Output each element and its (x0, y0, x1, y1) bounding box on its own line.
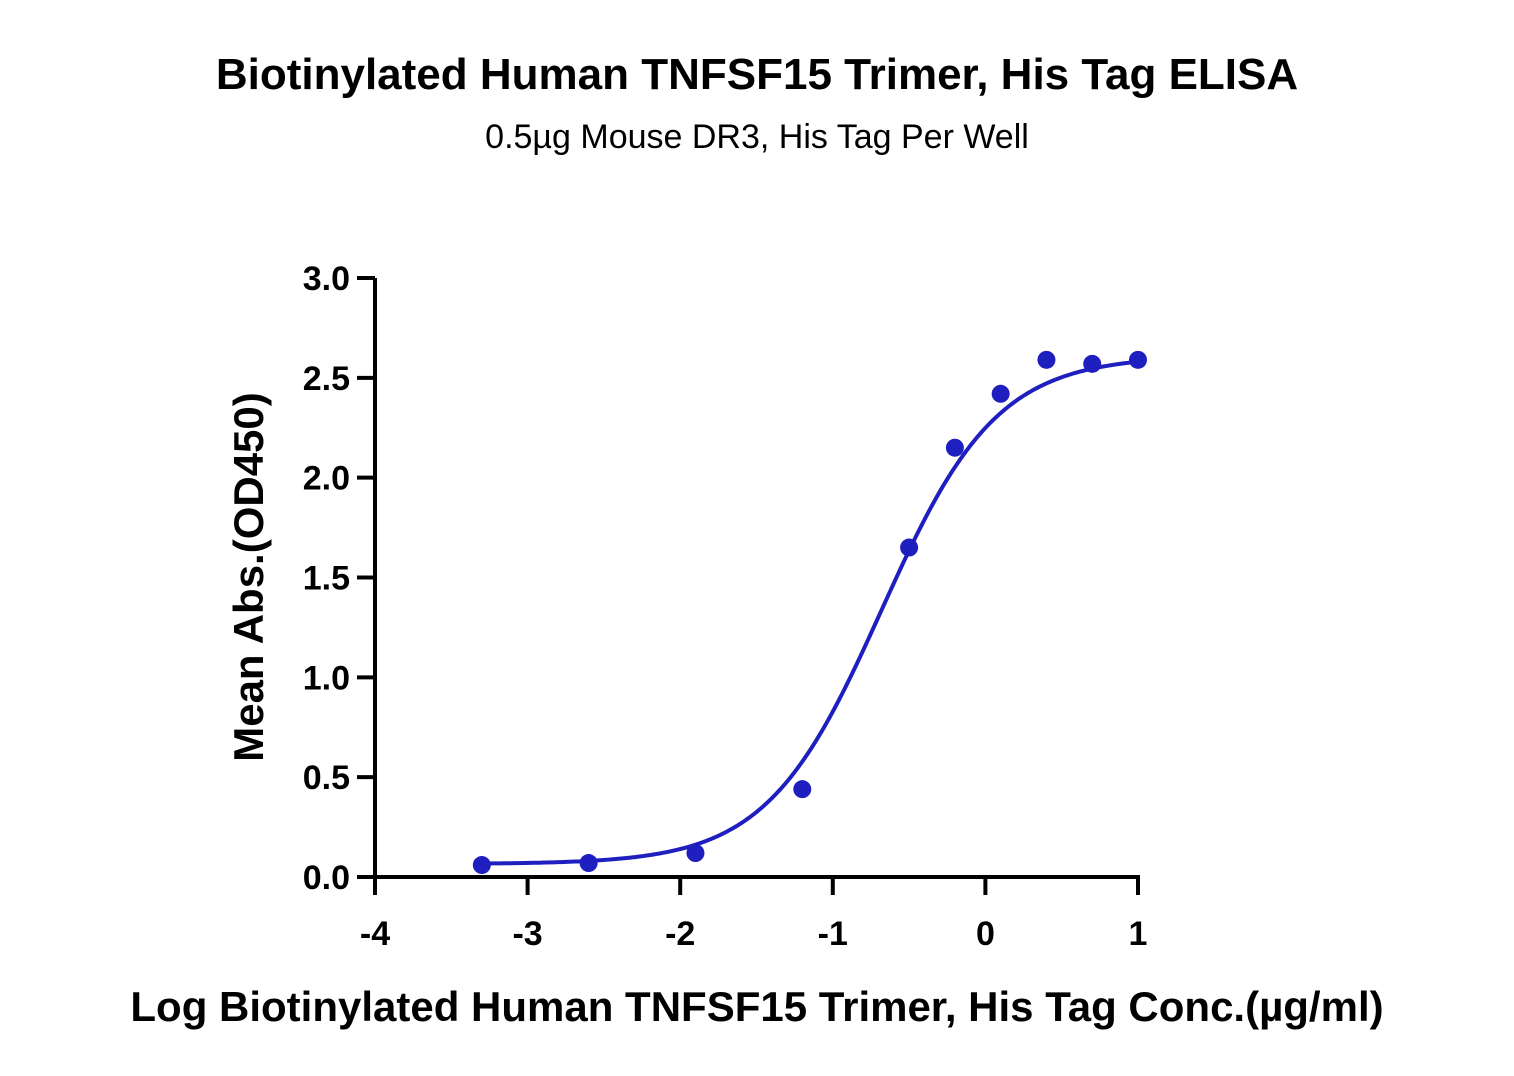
chart-title: Biotinylated Human TNFSF15 Trimer, His T… (215, 50, 1299, 99)
y-tick-label: 3.0 (303, 260, 350, 298)
y-tick-label: 1.5 (303, 560, 350, 598)
data-point (472, 856, 491, 875)
x-tick-label: -1 (818, 915, 848, 953)
y-tick-label: 1.0 (303, 659, 350, 697)
x-tick-label: -3 (512, 915, 542, 953)
x-axis-title: Log Biotinylated Human TNFSF15 Trimer, H… (130, 983, 1383, 1030)
y-tick-label: 0.0 (303, 859, 350, 897)
data-point (1037, 350, 1056, 369)
data-point (900, 538, 919, 557)
x-tick-label: -2 (665, 915, 695, 953)
data-point (945, 438, 964, 457)
axes (373, 278, 1140, 879)
data-point (1129, 350, 1147, 369)
x-tick-label: 1 (1129, 915, 1148, 953)
y-axis-title: Mean Abs.(OD450) (225, 392, 272, 762)
y-tick-label: 0.5 (303, 759, 350, 797)
data-point (579, 854, 598, 873)
y-tick-label: 2.0 (303, 460, 350, 498)
data-point (1083, 354, 1102, 373)
data-point (686, 844, 705, 863)
data-point (793, 780, 812, 799)
data-point (991, 384, 1010, 403)
x-tick-label: -4 (360, 915, 390, 953)
x-tick-label: 0 (976, 915, 995, 953)
tick-group: 0.0 0.5 1.0 1.5 2.0 2.5 3.0 -4 -3 -2 -1 0 1 (303, 260, 1148, 953)
y-tick-label: 2.5 (303, 360, 350, 398)
data-points (472, 350, 1147, 875)
chart-subtitle: 0.5µg Mouse DR3, His Tag Per Well (485, 118, 1029, 156)
